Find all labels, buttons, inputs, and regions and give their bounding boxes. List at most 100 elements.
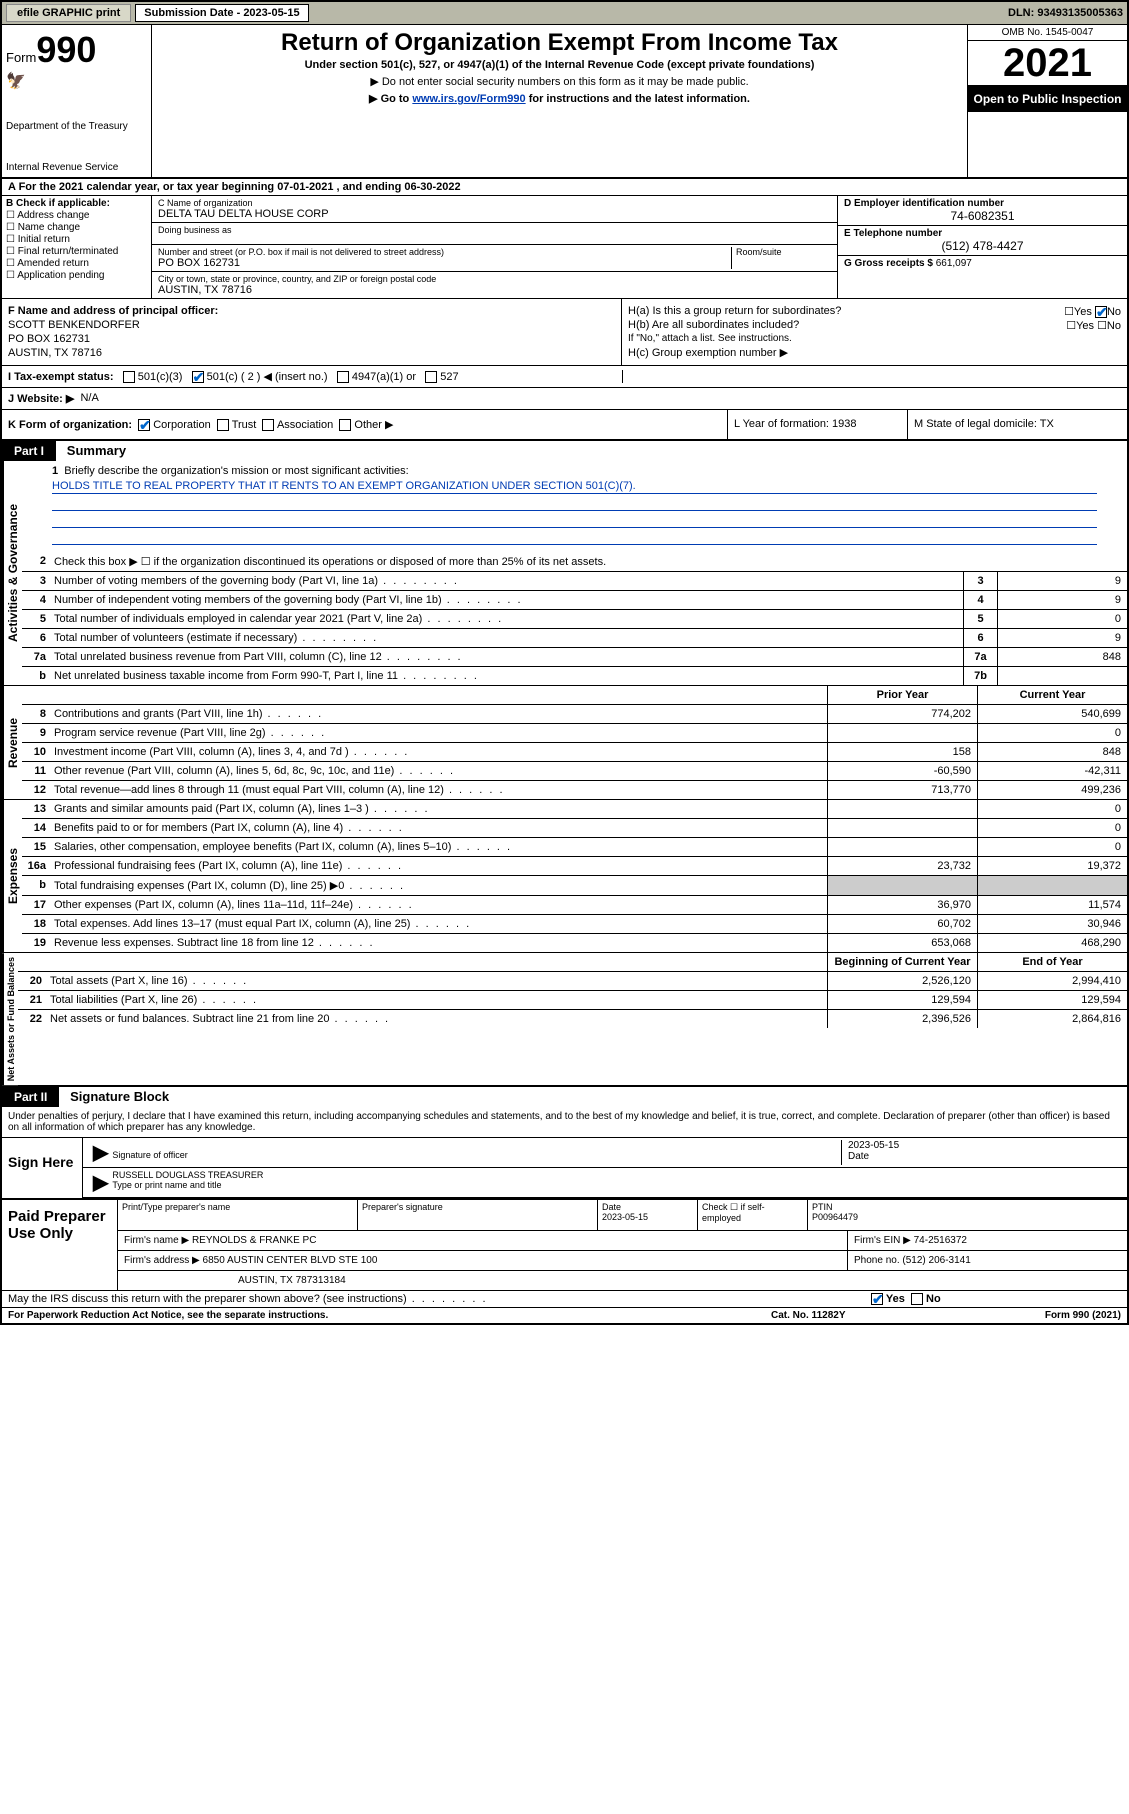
line-b: Total fundraising expenses (Part IX, col… [50,876,827,895]
line-3: Number of voting members of the governin… [50,572,963,590]
tax-status-label: I Tax-exempt status: [8,371,114,383]
chk-amended[interactable]: ☐ Amended return [6,258,147,269]
line-20: Total assets (Part X, line 16) [46,972,827,990]
paid-preparer-label: Paid Preparer Use Only [2,1200,117,1290]
chk-assoc[interactable] [262,419,274,431]
ein-label: D Employer identification number [844,198,1121,209]
part1-title: Summary [59,443,126,458]
line-18: Total expenses. Add lines 13–17 (must eq… [50,915,827,933]
eagle-icon: 🦅 [6,71,147,91]
officer-name: SCOTT BENKENDORFER [8,319,615,331]
city-label: City or town, state or province, country… [158,274,831,284]
form-number: Form990 [6,29,147,71]
ha-label: H(a) Is this a group return for subordin… [628,305,841,317]
line-11: Other revenue (Part VIII, column (A), li… [50,762,827,780]
firm-addr: 6850 AUSTIN CENTER BLVD STE 100 [203,1255,378,1266]
arrow-icon: ▶ [89,1170,112,1195]
form-subtitle-3: ▶ Go to www.irs.gov/Form990 for instruct… [160,92,959,105]
firm-phone: (512) 206-3141 [902,1255,970,1266]
gross-receipts-label: G Gross receipts $ [844,258,936,269]
vtab-revenue: Revenue [2,686,22,799]
chk-address-change[interactable]: ☐ Address change [6,210,147,221]
q2-text: Check this box ▶ ☐ if the organization d… [50,552,1127,571]
chk-501c[interactable] [192,371,204,383]
hb-label: H(b) Are all subordinates included? [628,319,799,331]
irs-label: Internal Revenue Service [6,162,147,173]
sign-here-label: Sign Here [2,1138,82,1198]
row-a-calendar: A For the 2021 calendar year, or tax yea… [2,179,1127,196]
chk-4947[interactable] [337,371,349,383]
chk-app-pending[interactable]: ☐ Application pending [6,270,147,281]
form-subtitle-2: ▶ Do not enter social security numbers o… [160,75,959,88]
line-12: Total revenue—add lines 8 through 11 (mu… [50,781,827,799]
firm-name: REYNOLDS & FRANKE PC [192,1235,316,1246]
dept-label: Department of the Treasury [6,121,147,132]
line-6: Total number of volunteers (estimate if … [50,629,963,647]
prep-date: 2023-05-15 [602,1212,648,1222]
phone-label: E Telephone number [844,228,1121,239]
dln-label: DLN: 93493135005363 [1008,7,1123,19]
mission-text: HOLDS TITLE TO REAL PROPERTY THAT IT REN… [52,480,1097,494]
col-current: Current Year [977,686,1127,704]
line-8: Contributions and grants (Part VIII, lin… [50,705,827,723]
form-org-label: K Form of organization: [8,419,132,431]
phone-value: (512) 478-4427 [844,239,1121,253]
chk-other[interactable] [339,419,351,431]
col-beginning: Beginning of Current Year [827,953,977,971]
city-value: AUSTIN, TX 78716 [158,284,831,296]
officer-name-title: RUSSELL DOUGLASS TREASURER [112,1170,263,1180]
line-10: Investment income (Part VIII, column (A)… [50,743,827,761]
form-subtitle-1: Under section 501(c), 527, or 4947(a)(1)… [160,59,959,71]
firm-addr2: AUSTIN, TX 787313184 [118,1271,1127,1290]
irs-link[interactable]: www.irs.gov/Form990 [412,93,525,105]
line-21: Total liabilities (Part X, line 26) [46,991,827,1009]
hc-label: H(c) Group exemption number ▶ [628,346,1121,359]
chk-corp[interactable] [138,419,150,431]
line-15: Salaries, other compensation, employee b… [50,838,827,856]
line-19: Revenue less expenses. Subtract line 18 … [50,934,827,952]
line-13: Grants and similar amounts paid (Part IX… [50,800,827,818]
chk-initial-return[interactable]: ☐ Initial return [6,234,147,245]
declaration-text: Under penalties of perjury, I declare th… [2,1107,1127,1138]
form-footer: Form 990 (2021) [971,1310,1121,1321]
vtab-netassets: Net Assets or Fund Balances [2,953,18,1085]
open-public-badge: Open to Public Inspection [968,86,1127,112]
officer-label: F Name and address of principal officer: [8,305,218,317]
vtab-governance: Activities & Governance [2,461,22,685]
part1-header: Part I [2,441,56,461]
addr-label: Number and street (or P.O. box if mail i… [158,247,731,257]
tax-year: 2021 [968,41,1127,86]
discuss-yes[interactable] [871,1293,883,1305]
vtab-expenses: Expenses [2,800,22,952]
hb-note: If "No," attach a list. See instructions… [628,333,1121,344]
org-name: DELTA TAU DELTA HOUSE CORP [158,208,831,220]
line-4: Number of independent voting members of … [50,591,963,609]
cat-no: Cat. No. 11282Y [771,1310,971,1321]
dba-label: Doing business as [158,225,831,235]
col-prior: Prior Year [827,686,977,704]
state-domicile: M State of legal domicile: TX [907,410,1127,439]
firm-ein: 74-2516372 [914,1235,967,1246]
chk-final-return[interactable]: ☐ Final return/terminated [6,246,147,257]
line-22: Net assets or fund balances. Subtract li… [46,1010,827,1028]
website-value: N/A [80,392,98,405]
officer-addr1: PO BOX 162731 [8,333,615,345]
room-label: Room/suite [736,247,831,257]
line-7a: Total unrelated business revenue from Pa… [50,648,963,666]
addr-value: PO BOX 162731 [158,257,731,269]
ein-value: 74-6082351 [844,209,1121,223]
line-5: Total number of individuals employed in … [50,610,963,628]
section-b-header: B Check if applicable: [6,198,110,209]
chk-trust[interactable] [217,419,229,431]
chk-name-change[interactable]: ☐ Name change [6,222,147,233]
org-name-label: C Name of organization [158,198,831,208]
discuss-label: May the IRS discuss this return with the… [8,1293,407,1305]
arrow-icon: ▶ [89,1140,112,1165]
ha-no-check[interactable] [1095,306,1107,318]
submission-date: Submission Date - 2023-05-15 [135,4,308,22]
efile-button[interactable]: efile GRAPHIC print [6,4,131,22]
chk-527[interactable] [425,371,437,383]
line-9: Program service revenue (Part VIII, line… [50,724,827,742]
discuss-no[interactable] [911,1293,923,1305]
chk-501c3[interactable] [123,371,135,383]
